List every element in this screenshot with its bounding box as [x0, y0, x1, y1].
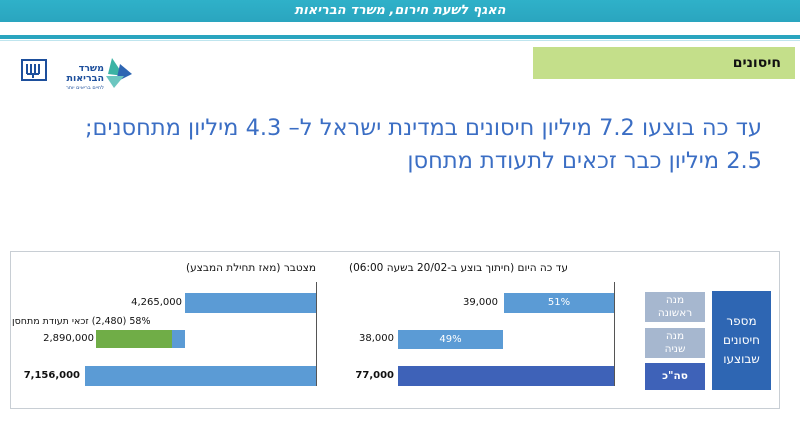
- today-first-dose-percent: 51%: [547, 297, 571, 308]
- section-tag: חיסונים: [533, 47, 795, 79]
- today-first-dose-value: 39,000: [463, 297, 498, 308]
- today-second-dose-percent: 49%: [439, 334, 462, 345]
- logo-text-line1: משרד: [79, 63, 105, 74]
- cumulative-first-dose-bar[interactable]: [185, 293, 316, 313]
- cumulative-second-dose-value: 2,890,000: [43, 333, 94, 344]
- today-panel-title: עד כה היום (חיתוך בוצע ב-20/02 בשעה 06:0…: [348, 262, 568, 274]
- cumulative-panel-title: מצטבר (מאז תחילת המבצע): [186, 262, 316, 274]
- today-axis-line: [614, 282, 615, 386]
- today-second-dose-value: 38,000: [359, 333, 394, 344]
- certificate-eligible-bar[interactable]: [96, 330, 173, 348]
- section-tag-label: חיסונים: [732, 55, 781, 71]
- ministry-of-health-logo: משרד הבריאות לחיים בריאים יותר: [20, 54, 135, 94]
- cumulative-second-dose-bar[interactable]: [96, 330, 185, 348]
- cumulative-axis-line: [316, 282, 317, 386]
- today-total-value: 77,000: [355, 370, 394, 381]
- today-total-bar[interactable]: [398, 366, 614, 386]
- headline: עד כה בוצעו 7.2 מיליון חיסונים במדינת יש…: [84, 112, 762, 178]
- headline-line2: 2.5 מיליון כבר זכאים לתעודת מתחסן: [407, 148, 762, 174]
- header-bar: [0, 0, 800, 22]
- cumulative-total-value: 7,156,000: [23, 370, 80, 381]
- logo-text-line2: הבריאות: [66, 73, 104, 84]
- headline-line1: עד כה בוצעו 7.2 מיליון חיסונים במדינת יש…: [84, 115, 762, 141]
- divider-line: [0, 35, 800, 39]
- main-title-box: מספר חיסונים שבוצעו: [712, 291, 771, 390]
- logo-tagline: לחיים בריאים יותר: [66, 85, 104, 91]
- row-label-first-dose[interactable]: מנה ראשונה: [645, 292, 705, 322]
- header-title: האגף לשעת חירום, משרד הבריאות: [294, 3, 506, 18]
- row-label-second-dose[interactable]: מנה שניה: [645, 328, 705, 358]
- row-label-total[interactable]: סה"כ: [645, 363, 705, 390]
- today-second-dose-bar[interactable]: 49%: [398, 330, 503, 349]
- cumulative-first-dose-value: 4,265,000: [131, 297, 182, 308]
- cumulative-total-bar[interactable]: [85, 366, 316, 386]
- certificate-eligible-note: 58% (2,480) זכאי תעודת מתחסן: [12, 316, 151, 327]
- menorah-logo-icon: משרד הבריאות לחיים בריאים יותר: [21, 58, 132, 91]
- today-first-dose-bar[interactable]: 51%: [504, 293, 614, 313]
- divider-line-thin: [0, 40, 800, 41]
